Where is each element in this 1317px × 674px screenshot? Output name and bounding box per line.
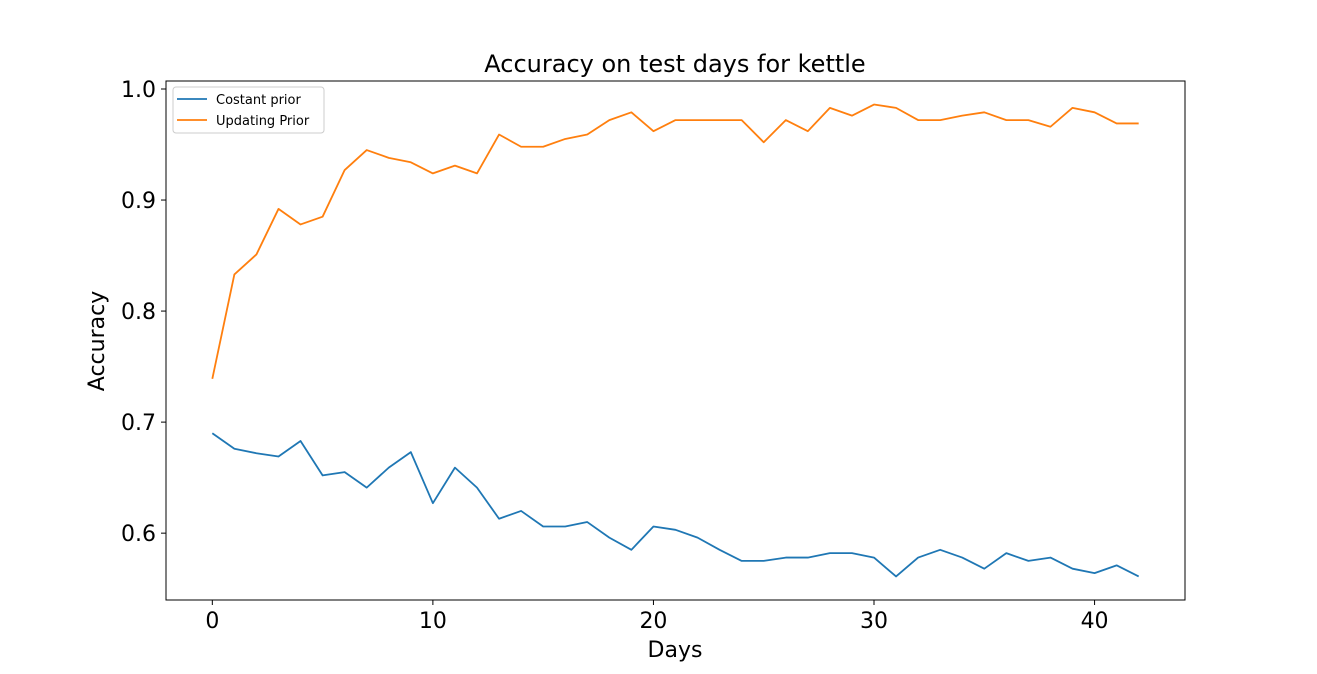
y-tick-label: 0.9 [121, 189, 156, 214]
series-line-updating-prior [211, 103, 1139, 379]
x-tick-label: 20 [639, 609, 667, 634]
y-tick-label: 0.6 [121, 522, 156, 547]
legend-label-updating-prior: Updating Prior [216, 114, 310, 129]
x-tick-label: 10 [419, 609, 447, 634]
plot-frame [165, 80, 1186, 601]
x-tick-label: 30 [860, 609, 888, 634]
x-tick-label: 40 [1081, 609, 1109, 634]
y-tick-label: 0.8 [121, 300, 156, 325]
x-axis-title: Days [648, 638, 703, 663]
legend-label-costant-prior: Costant prior [216, 93, 301, 108]
series-line-costant-prior [211, 432, 1140, 578]
y-tick-label: 1.0 [121, 78, 156, 103]
y-axis: 0.6 0.7 0.8 0.9 1.0 [121, 78, 166, 547]
x-axis: 0 10 20 30 40 [205, 600, 1109, 634]
legend: Costant prior Updating Prior [172, 86, 325, 134]
y-tick-label: 0.7 [121, 411, 156, 436]
y-axis-title: Accuracy [85, 291, 110, 391]
series-layer [211, 103, 1140, 578]
chart-title: Accuracy on test days for kettle [484, 50, 865, 78]
x-tick-label: 0 [205, 609, 219, 634]
legend-box [172, 86, 325, 134]
